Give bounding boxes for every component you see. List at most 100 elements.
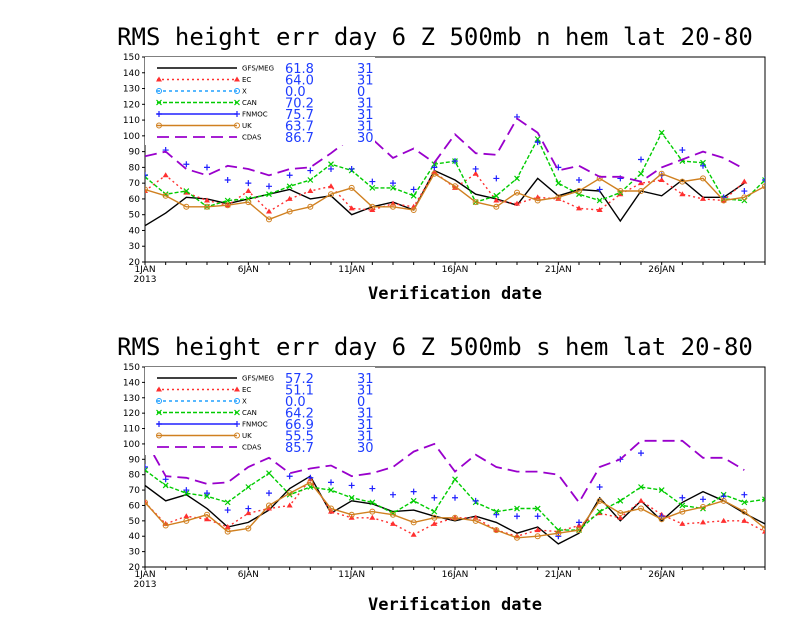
data-point-marker — [286, 490, 293, 497]
data-point-marker — [145, 499, 148, 506]
y-tick-label: 150 — [123, 53, 140, 63]
legend-series-count: 31 — [357, 120, 374, 135]
data-point-marker — [534, 505, 541, 512]
data-point-marker — [162, 522, 169, 529]
data-point-marker — [286, 183, 293, 190]
data-point-marker — [266, 502, 272, 509]
data-point-marker — [245, 484, 252, 490]
x-tick-label: 26JAN — [648, 570, 675, 580]
data-point-marker — [493, 175, 500, 182]
data-point-marker — [224, 524, 231, 529]
data-point-marker — [493, 508, 500, 515]
data-series-group — [145, 438, 765, 545]
data-point-marker — [204, 493, 210, 500]
data-point-marker — [328, 183, 334, 189]
data-point-marker — [204, 490, 210, 497]
y-tick-label: 100 — [123, 440, 140, 450]
data-point-marker — [596, 197, 603, 204]
y-tick-label: 120 — [123, 409, 140, 419]
legend: GFS/MEG 61.8 31 EC 64.0 31 X 0.0 0 CAN 70.2 31 FNMOC… — [145, 57, 375, 146]
data-point-marker — [224, 507, 231, 514]
x-tick-label: 21JAN — [545, 570, 572, 580]
data-point-marker — [576, 177, 582, 183]
data-point-marker — [452, 514, 458, 521]
series-gfs-meg — [145, 169, 745, 227]
data-point-marker — [183, 513, 190, 519]
legend-swatch-marker — [156, 409, 162, 416]
data-point-marker — [700, 159, 706, 166]
legend: GFS/MEG 57.2 31 EC 51.1 31 X 0.0 0 CAN 64.2 31 FNMOC… — [145, 367, 375, 456]
legend-swatch-marker — [234, 122, 240, 129]
legend-swatch-marker — [156, 398, 162, 404]
chart-title: RMS height err day 6 Z 500mb n hem lat 2… — [117, 23, 753, 51]
data-point-marker — [762, 496, 765, 503]
data-point-marker — [266, 183, 272, 190]
legend-series-name: CAN — [242, 99, 257, 107]
legend-swatch-marker — [156, 111, 162, 117]
data-point-marker — [348, 205, 355, 211]
data-point-marker — [431, 494, 438, 501]
data-point-marker — [245, 510, 252, 516]
data-point-marker — [679, 494, 686, 501]
data-point-marker — [431, 170, 438, 177]
x-tick-label: 11JAN — [338, 265, 365, 275]
data-point-marker — [348, 184, 355, 191]
legend-series-mean: 70.2 — [285, 97, 314, 112]
data-point-marker — [266, 191, 272, 198]
data-point-marker — [183, 188, 190, 194]
y-tick-label: 90 — [129, 455, 141, 465]
data-point-marker — [658, 487, 665, 494]
legend-series-name: UK — [242, 122, 252, 130]
data-point-marker — [390, 180, 396, 187]
legend-swatch-marker — [156, 122, 162, 129]
data-point-marker — [369, 508, 376, 515]
legend-swatch-marker — [234, 386, 240, 392]
data-point-marker — [762, 183, 765, 190]
series-line — [145, 172, 765, 221]
data-point-marker — [493, 203, 500, 210]
data-point-marker — [720, 497, 727, 504]
data-point-marker — [224, 197, 231, 204]
data-point-marker — [224, 528, 231, 535]
data-point-marker — [720, 517, 727, 523]
data-point-marker — [617, 188, 624, 195]
y-tick-label: 90 — [129, 148, 141, 158]
data-point-marker — [162, 476, 169, 483]
data-point-marker — [534, 513, 541, 520]
data-point-marker — [348, 165, 355, 172]
legend-series-mean: 57.2 — [285, 372, 314, 387]
data-point-marker — [638, 505, 644, 512]
legend-series-count: 30 — [357, 441, 374, 456]
data-point-marker — [596, 186, 603, 193]
data-point-marker — [162, 482, 169, 489]
y-tick-label: 40 — [129, 226, 141, 236]
series-line — [145, 478, 765, 537]
data-point-marker — [576, 188, 582, 195]
data-point-marker — [245, 505, 252, 512]
data-point-marker — [638, 497, 644, 503]
data-point-marker — [679, 508, 686, 515]
y-tick-label: 140 — [123, 69, 140, 79]
legend-series-count: 0 — [357, 395, 365, 410]
data-point-marker — [576, 527, 582, 534]
data-point-marker — [493, 511, 500, 518]
legend-series-name: FNMOC — [242, 111, 268, 119]
data-point-marker — [145, 464, 148, 470]
data-point-marker — [183, 490, 190, 497]
data-point-marker — [534, 197, 541, 204]
data-point-marker — [617, 510, 624, 517]
data-point-marker — [638, 188, 644, 195]
data-point-marker — [266, 470, 272, 477]
data-point-marker — [700, 519, 706, 525]
data-point-marker — [145, 186, 148, 193]
data-point-marker — [328, 479, 334, 486]
legend-swatch-marker — [156, 421, 162, 427]
data-point-marker — [224, 202, 231, 209]
data-point-marker — [307, 177, 314, 183]
legend-series-mean: 86.7 — [285, 131, 314, 146]
data-point-marker — [658, 129, 665, 136]
legend-swatch-marker — [234, 76, 240, 82]
data-point-marker — [369, 514, 376, 520]
series-ec — [145, 476, 765, 539]
